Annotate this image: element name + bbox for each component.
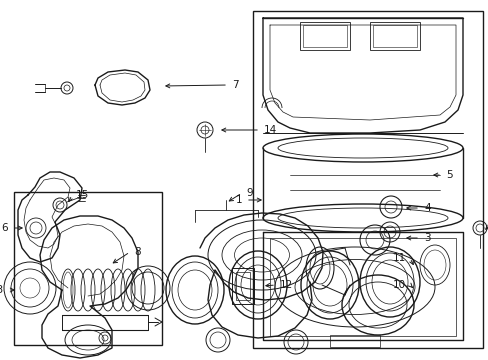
Text: 10: 10 xyxy=(392,280,405,290)
Text: 13: 13 xyxy=(0,285,4,295)
Bar xyxy=(299,22,349,50)
Bar xyxy=(369,22,419,50)
Text: 6: 6 xyxy=(1,223,8,233)
Text: 7: 7 xyxy=(231,80,238,90)
Bar xyxy=(269,238,455,336)
Text: 5: 5 xyxy=(445,170,452,180)
Text: 1: 1 xyxy=(235,195,242,205)
Bar xyxy=(303,25,346,47)
Text: 3: 3 xyxy=(423,233,430,243)
Text: 9: 9 xyxy=(245,188,252,198)
Bar xyxy=(252,11,482,348)
Bar xyxy=(329,335,379,347)
Text: 11: 11 xyxy=(392,253,405,263)
Text: 15: 15 xyxy=(76,190,89,200)
Text: 4: 4 xyxy=(423,203,430,213)
Bar xyxy=(231,268,253,304)
Bar xyxy=(14,192,162,345)
Bar xyxy=(236,272,249,300)
Text: 8: 8 xyxy=(134,247,141,257)
Text: 12: 12 xyxy=(280,280,293,290)
Text: 14: 14 xyxy=(264,125,277,135)
Bar xyxy=(372,25,416,47)
